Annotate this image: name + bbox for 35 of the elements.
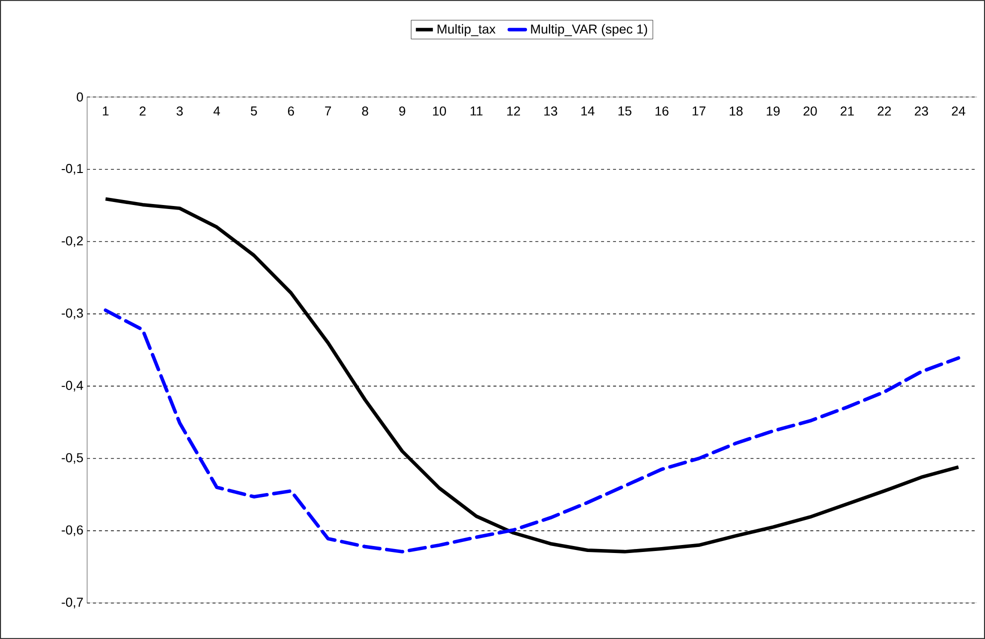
x-tick-label: 19 xyxy=(766,106,780,116)
x-tick-label: 7 xyxy=(325,106,331,116)
x-tick-label: 15 xyxy=(618,106,632,116)
x-tick-label: 12 xyxy=(507,106,520,116)
y-tick-label: 0 xyxy=(76,92,83,102)
x-tick-label: 1 xyxy=(102,106,109,116)
x-tick-label: 22 xyxy=(878,106,891,116)
x-tick-label: 16 xyxy=(656,106,668,116)
x-tick-label: 6 xyxy=(288,106,294,116)
y-tick-label: -0,2 xyxy=(62,236,83,247)
y-tick-label: -0,4 xyxy=(62,380,84,392)
x-tick-label: 18 xyxy=(730,106,743,116)
legend-label: Multip_VAR (spec 1) xyxy=(531,24,648,36)
x-tick-label: 3 xyxy=(176,106,183,116)
x-tick-label: 5 xyxy=(250,106,257,116)
line-series xyxy=(104,308,960,554)
y-tick-label: -0,3 xyxy=(62,308,83,320)
y-tick-label: -0,5 xyxy=(62,453,83,464)
x-tick-label: 11 xyxy=(470,106,482,116)
x-tick-label: 14 xyxy=(581,106,594,116)
x-tick-label: 8 xyxy=(362,106,368,116)
x-tick-label: 9 xyxy=(399,106,406,116)
x-tick-label: 17 xyxy=(692,106,706,116)
x-tick-label: 4 xyxy=(213,106,220,116)
legend-label: Multip_tax xyxy=(438,24,496,36)
x-tick-label: 2 xyxy=(140,106,146,116)
x-tick-label: 21 xyxy=(840,106,854,116)
x-tick-label: 10 xyxy=(433,106,446,116)
x-tick-label: 13 xyxy=(544,106,558,116)
x-tick-label: 20 xyxy=(804,106,817,116)
x-tick-label: 24 xyxy=(952,106,966,116)
x-tick-label: 23 xyxy=(914,106,928,116)
y-tick-label: -0,7 xyxy=(62,598,83,608)
y-tick-label: -0,1 xyxy=(62,164,83,175)
y-tick-label: -0,6 xyxy=(62,525,83,536)
